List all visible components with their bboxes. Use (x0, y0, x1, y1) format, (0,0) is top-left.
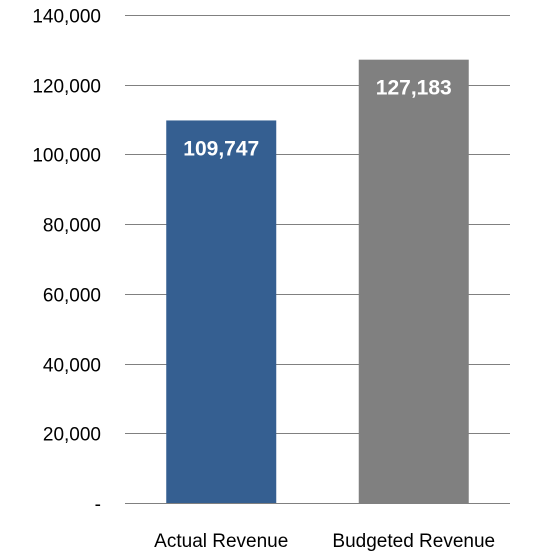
bar-actual-revenue (166, 120, 277, 504)
category-label: Budgeted Revenue (332, 531, 495, 552)
y-tick-label: 40,000 (43, 356, 101, 377)
y-tick-label: - (95, 495, 101, 516)
y-axis-tick-labels: - 20,000 40,000 60,000 80,000 100,000 120,000 1… (32, 7, 101, 516)
data-label: 127,183 (376, 77, 452, 100)
bar-budgeted-revenue (358, 59, 469, 504)
bars (166, 59, 469, 504)
y-tick-label: 80,000 (43, 216, 101, 237)
y-tick-label: 120,000 (32, 77, 101, 98)
category-labels: Actual Revenue Budgeted Revenue (154, 531, 495, 552)
y-tick-label: 140,000 (32, 7, 101, 28)
y-tick-label: 20,000 (43, 425, 101, 446)
category-label: Actual Revenue (154, 531, 288, 552)
data-label: 109,747 (183, 137, 259, 160)
y-tick-label: 100,000 (32, 146, 101, 167)
y-tick-label: 60,000 (43, 286, 101, 307)
data-labels: 109,747 127,183 (183, 77, 451, 161)
